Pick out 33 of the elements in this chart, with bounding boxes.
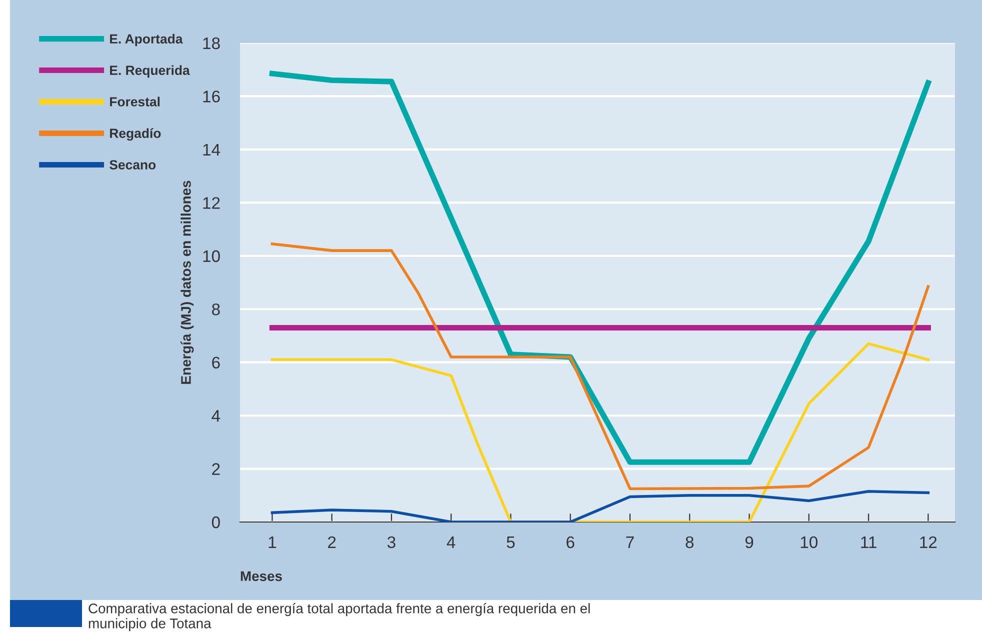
y-tick-label: 14: [203, 144, 220, 156]
x-tick-label: 3: [387, 536, 396, 548]
y-tick-label: 12: [203, 197, 220, 209]
y-tick-label: 0: [212, 516, 220, 528]
y-tick-label: 10: [203, 250, 220, 262]
y-tick-label: 6: [212, 356, 220, 369]
line-series: [270, 490, 930, 522]
x-tick-label: 11: [861, 536, 876, 548]
y-tick-label: 8: [212, 304, 220, 316]
x-tick-label: 2: [328, 536, 336, 548]
x-tick-label: 5: [506, 536, 515, 548]
y-tick-label: 16: [203, 90, 220, 102]
x-tick-label: 6: [566, 536, 574, 548]
x-tick-label: 10: [800, 536, 818, 548]
x-tick-label: 12: [920, 536, 937, 548]
text: Comparativa estacional de energía total aportada frente a energía requerida en el municipio de Totana: [88, 603, 590, 632]
x-tick-label: 7: [626, 536, 634, 548]
y-tick-label: 4: [212, 410, 220, 422]
y-tick-label: 2: [212, 463, 220, 475]
legend-label: E. Aportada: [110, 34, 183, 46]
line-series: [270, 342, 930, 522]
x-tick-label: 4: [446, 536, 456, 548]
y-tick-label: 18: [203, 37, 220, 50]
x-tick-label: 9: [745, 536, 754, 548]
line-series: [270, 242, 930, 490]
legend-label: E. Requerida: [110, 65, 190, 78]
x-tick-label: 8: [686, 536, 694, 548]
legend-label: Secano: [110, 160, 156, 170]
legend-label: Regadío: [110, 128, 161, 141]
x-tick-label: 1: [268, 536, 276, 548]
x-axis-title: Meses: [240, 571, 282, 582]
legend-label: Forestal: [110, 96, 160, 106]
y-axis-title: Energía (MJ) datos en millones: [180, 180, 194, 384]
